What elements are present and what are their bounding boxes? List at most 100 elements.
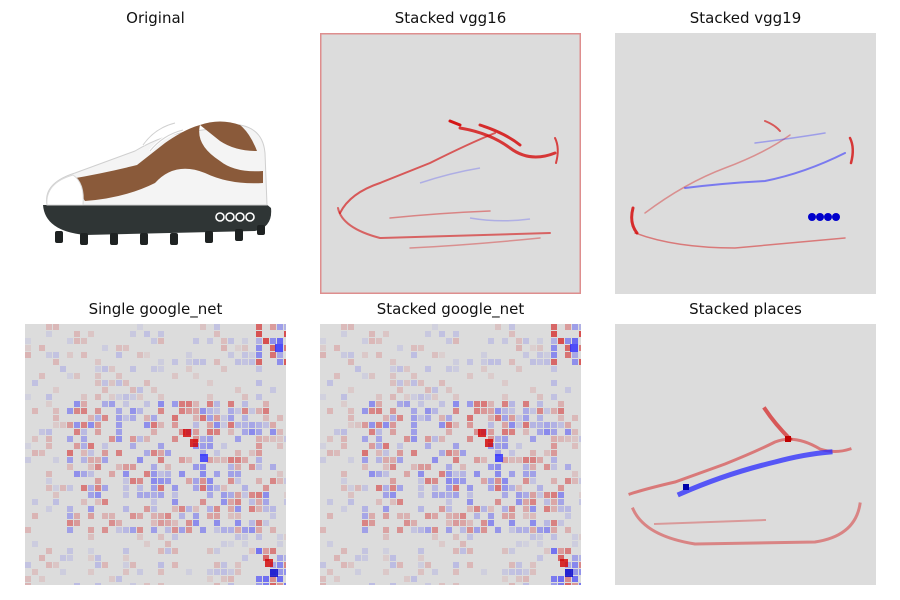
saliency-cell — [151, 485, 157, 491]
saliency-cell — [502, 576, 508, 582]
saliency-cell — [95, 359, 101, 365]
saliency-cell — [558, 338, 564, 344]
saliency-cell — [88, 492, 94, 498]
saliency-cell — [214, 527, 220, 533]
saliency-cell — [397, 366, 403, 372]
saliency-cell — [172, 373, 178, 379]
saliency-cell — [544, 520, 550, 526]
saliency-cell — [277, 436, 283, 442]
saliency-cell — [95, 492, 101, 498]
saliency-cell — [523, 541, 529, 547]
saliency-cell — [418, 345, 424, 351]
saliency-cell — [235, 450, 241, 456]
saliency-cell — [453, 548, 459, 554]
saliency-cell — [53, 562, 59, 568]
saliency-cell — [144, 401, 150, 407]
saliency-cell — [362, 506, 368, 512]
saliency-cell — [516, 527, 522, 533]
saliency-cell — [551, 422, 557, 428]
saliency-cell — [530, 471, 536, 477]
saliency-cell — [488, 401, 494, 407]
saliency-cell — [565, 345, 571, 351]
saliency-cell — [509, 422, 515, 428]
saliency-cell — [263, 576, 269, 582]
saliency-cell — [320, 457, 326, 463]
panel-stacked-vgg19: Stacked vgg19 — [615, 9, 876, 294]
saliency-cell — [432, 324, 438, 330]
saliency-cell — [411, 408, 417, 414]
saliency-cell — [551, 583, 557, 585]
saliency-cell — [453, 366, 459, 372]
saliency-cell — [572, 583, 578, 585]
saliency-cell — [404, 366, 410, 372]
saliency-cell — [362, 408, 368, 414]
saliency-cell — [172, 422, 178, 428]
saliency-cell — [502, 429, 508, 435]
saliency-cell — [467, 520, 473, 526]
saliency-cell — [74, 583, 80, 585]
saliency-cell — [172, 359, 178, 365]
saliency-cell — [537, 408, 543, 414]
saliency-cell — [53, 492, 59, 498]
saliency-cell — [439, 541, 445, 547]
saliency-cell — [130, 443, 136, 449]
saliency-cell — [207, 513, 213, 519]
saliency-cell — [474, 506, 480, 512]
saliency-cell — [530, 359, 536, 365]
saliency-cell — [551, 366, 557, 372]
saliency-cell — [537, 485, 543, 491]
saliency-cell — [572, 359, 578, 365]
saliency-cell — [348, 492, 354, 498]
saliency-cell — [572, 534, 578, 540]
saliency-cell — [214, 408, 220, 414]
saliency-cell — [341, 324, 347, 330]
saliency-map-vgg19 — [615, 33, 876, 294]
saliency-cell — [172, 506, 178, 512]
saliency-cell — [397, 499, 403, 505]
saliency-cell — [369, 520, 375, 526]
saliency-cell — [270, 324, 276, 330]
saliency-cell — [207, 394, 213, 400]
saliency-cell — [523, 499, 529, 505]
saliency-cell — [439, 506, 445, 512]
saliency-cell — [565, 338, 571, 344]
saliency-cell — [235, 520, 241, 526]
saliency-cell — [263, 548, 269, 554]
saliency-cell — [263, 422, 269, 428]
saliency-cell — [46, 478, 52, 484]
saliency-cell — [277, 359, 283, 365]
saliency-cell — [158, 457, 164, 463]
saliency-cell — [165, 513, 171, 519]
saliency-cell — [404, 380, 410, 386]
saliency-cell — [369, 583, 375, 585]
saliency-cell — [123, 394, 129, 400]
saliency-cell — [334, 555, 340, 561]
saliency-cell — [235, 562, 241, 568]
saliency-cell — [411, 373, 417, 379]
saliency-cell — [495, 485, 501, 491]
saliency-cell — [67, 520, 73, 526]
saliency-cell — [25, 576, 31, 582]
saliency-cell — [25, 527, 31, 533]
saliency-cell — [474, 429, 480, 435]
saliency-cell — [474, 408, 480, 414]
saliency-cell — [488, 485, 494, 491]
saliency-cell — [214, 415, 220, 421]
saliency-cell — [453, 569, 459, 575]
saliency-cell — [123, 415, 129, 421]
saliency-cell — [172, 415, 178, 421]
saliency-cell — [481, 366, 487, 372]
saliency-cell — [144, 436, 150, 442]
saliency-cell — [179, 513, 185, 519]
saliency-cell — [530, 478, 536, 484]
saliency-cell — [256, 345, 262, 351]
saliency-cell — [235, 359, 241, 365]
saliency-cell — [95, 562, 101, 568]
saliency-cell — [109, 401, 115, 407]
saliency-cell — [572, 443, 578, 449]
saliency-cell — [270, 338, 276, 344]
saliency-cell — [516, 576, 522, 582]
saliency-cell — [228, 422, 234, 428]
saliency-cell — [544, 429, 550, 435]
saliency-cell — [558, 408, 564, 414]
